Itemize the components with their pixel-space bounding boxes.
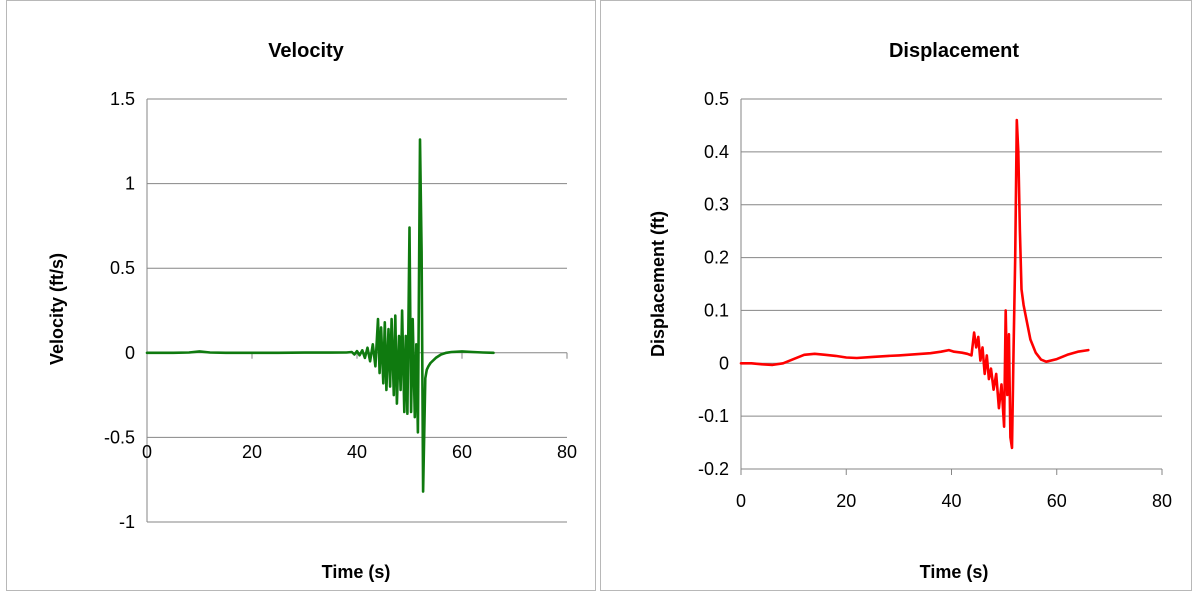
y-tick-label: 0.4 [704,142,729,162]
y-tick-label: -0.5 [104,427,135,447]
displacement-chart-panel: Displacement Time (s) Displacement (ft) … [600,0,1192,591]
x-tick-label: 80 [557,442,577,462]
y-tick-label: 0 [125,343,135,363]
y-tick-label: 0.5 [110,258,135,278]
y-tick-label: 0.2 [704,248,729,268]
y-tick-label: 1.5 [110,89,135,109]
x-tick-label: 0 [736,491,746,511]
x-tick-label: 40 [347,442,367,462]
x-tick-label: 60 [452,442,472,462]
x-tick-label: 60 [1047,491,1067,511]
y-tick-label: -0.1 [698,406,729,426]
y-tick-label: -1 [119,512,135,532]
y-tick-label: 0.5 [704,89,729,109]
x-tick-label: 0 [142,442,152,462]
x-axis-title: Time (s) [920,562,989,582]
x-tick-label: 80 [1152,491,1172,511]
series-line [739,118,1090,450]
x-axis-title: Time (s) [322,562,391,582]
y-tick-label: -0.2 [698,459,729,479]
velocity-chart-panel: Velocity Time (s) Velocity (ft/s) -1 -0.5… [6,0,596,591]
y-axis-title: Displacement (ft) [648,211,668,357]
y-tick-label: 0.3 [704,195,729,215]
displacement-chart: Displacement Time (s) Displacement (ft) … [648,40,1172,582]
y-tick-label: 1 [125,174,135,194]
y-tick-label: 0 [719,353,729,373]
x-tick-label: 20 [242,442,262,462]
series-line [145,138,495,493]
velocity-chart: Velocity Time (s) Velocity (ft/s) -1 -0.5… [47,40,577,582]
y-axis-title: Velocity (ft/s) [47,253,67,365]
chart-title: Displacement [889,40,1019,62]
y-tick-label: 0.1 [704,300,729,320]
x-tick-label: 40 [941,491,961,511]
chart-title: Velocity [268,40,344,62]
x-tick-label: 20 [836,491,856,511]
